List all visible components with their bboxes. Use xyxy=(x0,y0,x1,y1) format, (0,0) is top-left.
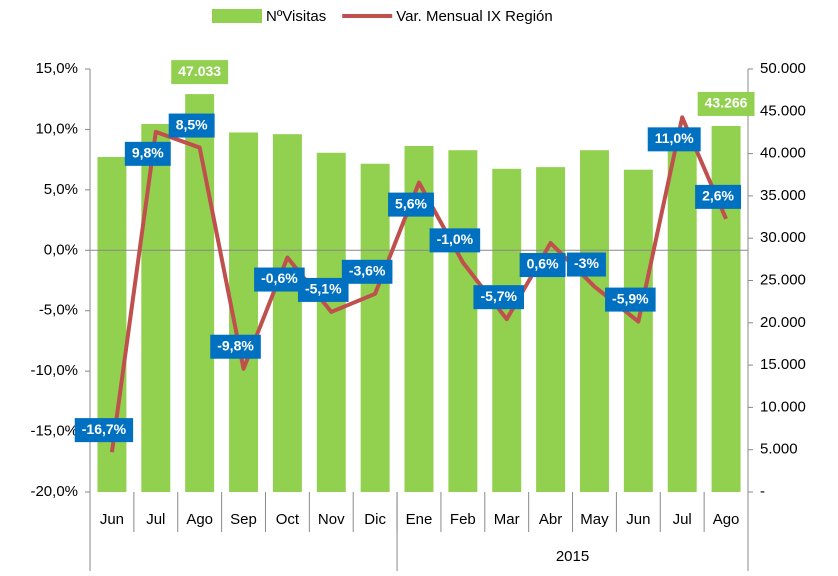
data-label-box xyxy=(388,192,434,217)
bar xyxy=(272,134,302,492)
x-tick-label: Jun xyxy=(100,511,124,528)
data-label-box xyxy=(341,259,393,284)
data-label: -16,7% xyxy=(82,421,127,437)
data-label: -3,6% xyxy=(349,262,386,278)
x-tick-label: Abr xyxy=(539,511,562,528)
bar xyxy=(316,152,346,492)
data-label-box xyxy=(171,60,229,85)
y-tick-label: 10,0% xyxy=(35,120,78,137)
data-label: 2,6% xyxy=(702,188,734,204)
data-label-box xyxy=(473,285,525,310)
legend-label: Var. Mensual IX Región xyxy=(396,8,552,25)
data-label: -9,8% xyxy=(217,337,254,353)
x-group-label: 2015 xyxy=(556,548,589,565)
bar xyxy=(141,123,171,493)
data-label: 43.266 xyxy=(705,95,748,111)
data-label-box xyxy=(168,113,215,138)
y2-tick-label: 5.000 xyxy=(760,441,798,458)
data-label: -0,6% xyxy=(261,270,298,286)
y2-tick-label: 10.000 xyxy=(760,398,806,415)
data-label: -1,0% xyxy=(437,231,474,247)
data-label: 9,8% xyxy=(132,145,164,161)
x-tick-label: Jul xyxy=(146,511,165,528)
y-tick-label: 5,0% xyxy=(44,181,78,198)
data-label-box xyxy=(297,277,349,302)
y2-tick-label: 15.000 xyxy=(760,356,806,373)
data-label-box xyxy=(647,127,701,152)
bar xyxy=(711,125,741,493)
y2-tick-label: 45.000 xyxy=(760,102,806,119)
data-label-box xyxy=(429,228,481,253)
x-tick-label: May xyxy=(580,511,609,528)
data-label: 5,6% xyxy=(395,195,427,211)
y2-tick-label: 30.000 xyxy=(760,229,806,246)
x-tick-label: Ago xyxy=(713,511,740,528)
y2-tick-label: 25.000 xyxy=(760,271,806,288)
x-tick-label: Ago xyxy=(186,511,213,528)
data-label-box xyxy=(519,253,566,278)
y-tick-label: -10,0% xyxy=(30,362,78,379)
data-label-box xyxy=(697,91,755,116)
x-tick-label: Sep xyxy=(230,511,257,528)
y2-tick-label: - xyxy=(760,483,765,500)
bar xyxy=(448,150,478,492)
x-tick-label: Feb xyxy=(450,511,476,528)
bar xyxy=(579,150,609,492)
x-tick-label: Dic xyxy=(364,511,386,528)
bar xyxy=(536,167,566,493)
data-label: -3% xyxy=(574,255,599,271)
data-label: -5,1% xyxy=(305,281,342,297)
bar xyxy=(667,133,697,492)
legend-label: NºVisitas xyxy=(266,8,326,25)
bar xyxy=(492,168,522,492)
y-tick-label: 0,0% xyxy=(44,241,78,258)
legend-swatch xyxy=(212,9,262,23)
data-label: 0,6% xyxy=(527,256,559,272)
data-label-box xyxy=(124,141,171,166)
y2-tick-label: 20.000 xyxy=(760,314,806,331)
y2-tick-label: 50.000 xyxy=(760,60,806,77)
data-label: 47.033 xyxy=(178,63,221,79)
bar xyxy=(360,163,390,492)
data-label: -5,7% xyxy=(480,288,517,304)
data-label-box xyxy=(605,287,656,312)
data-label-box xyxy=(695,184,742,209)
y-tick-label: -15,0% xyxy=(30,423,78,440)
data-label-box xyxy=(74,418,134,443)
data-label: 8,5% xyxy=(176,116,208,132)
data-label: 11,0% xyxy=(655,130,694,146)
y-tick-label: -5,0% xyxy=(39,302,78,319)
y2-tick-label: 40.000 xyxy=(760,145,806,162)
data-label-box xyxy=(567,252,606,277)
x-tick-label: Ene xyxy=(406,511,433,528)
bar xyxy=(185,94,215,492)
data-label-box xyxy=(210,334,261,359)
bar xyxy=(623,169,653,492)
x-tick-label: Jul xyxy=(673,511,692,528)
x-tick-label: Oct xyxy=(276,511,300,528)
y2-tick-label: 35.000 xyxy=(760,187,806,204)
y-tick-label: -20,0% xyxy=(30,483,78,500)
x-tick-label: Nov xyxy=(318,511,345,528)
x-tick-label: Jun xyxy=(626,511,650,528)
data-label-box xyxy=(254,267,305,292)
x-tick-label: Mar xyxy=(494,511,520,528)
data-label: -5,9% xyxy=(612,290,649,306)
y-tick-label: 15,0% xyxy=(35,60,78,77)
